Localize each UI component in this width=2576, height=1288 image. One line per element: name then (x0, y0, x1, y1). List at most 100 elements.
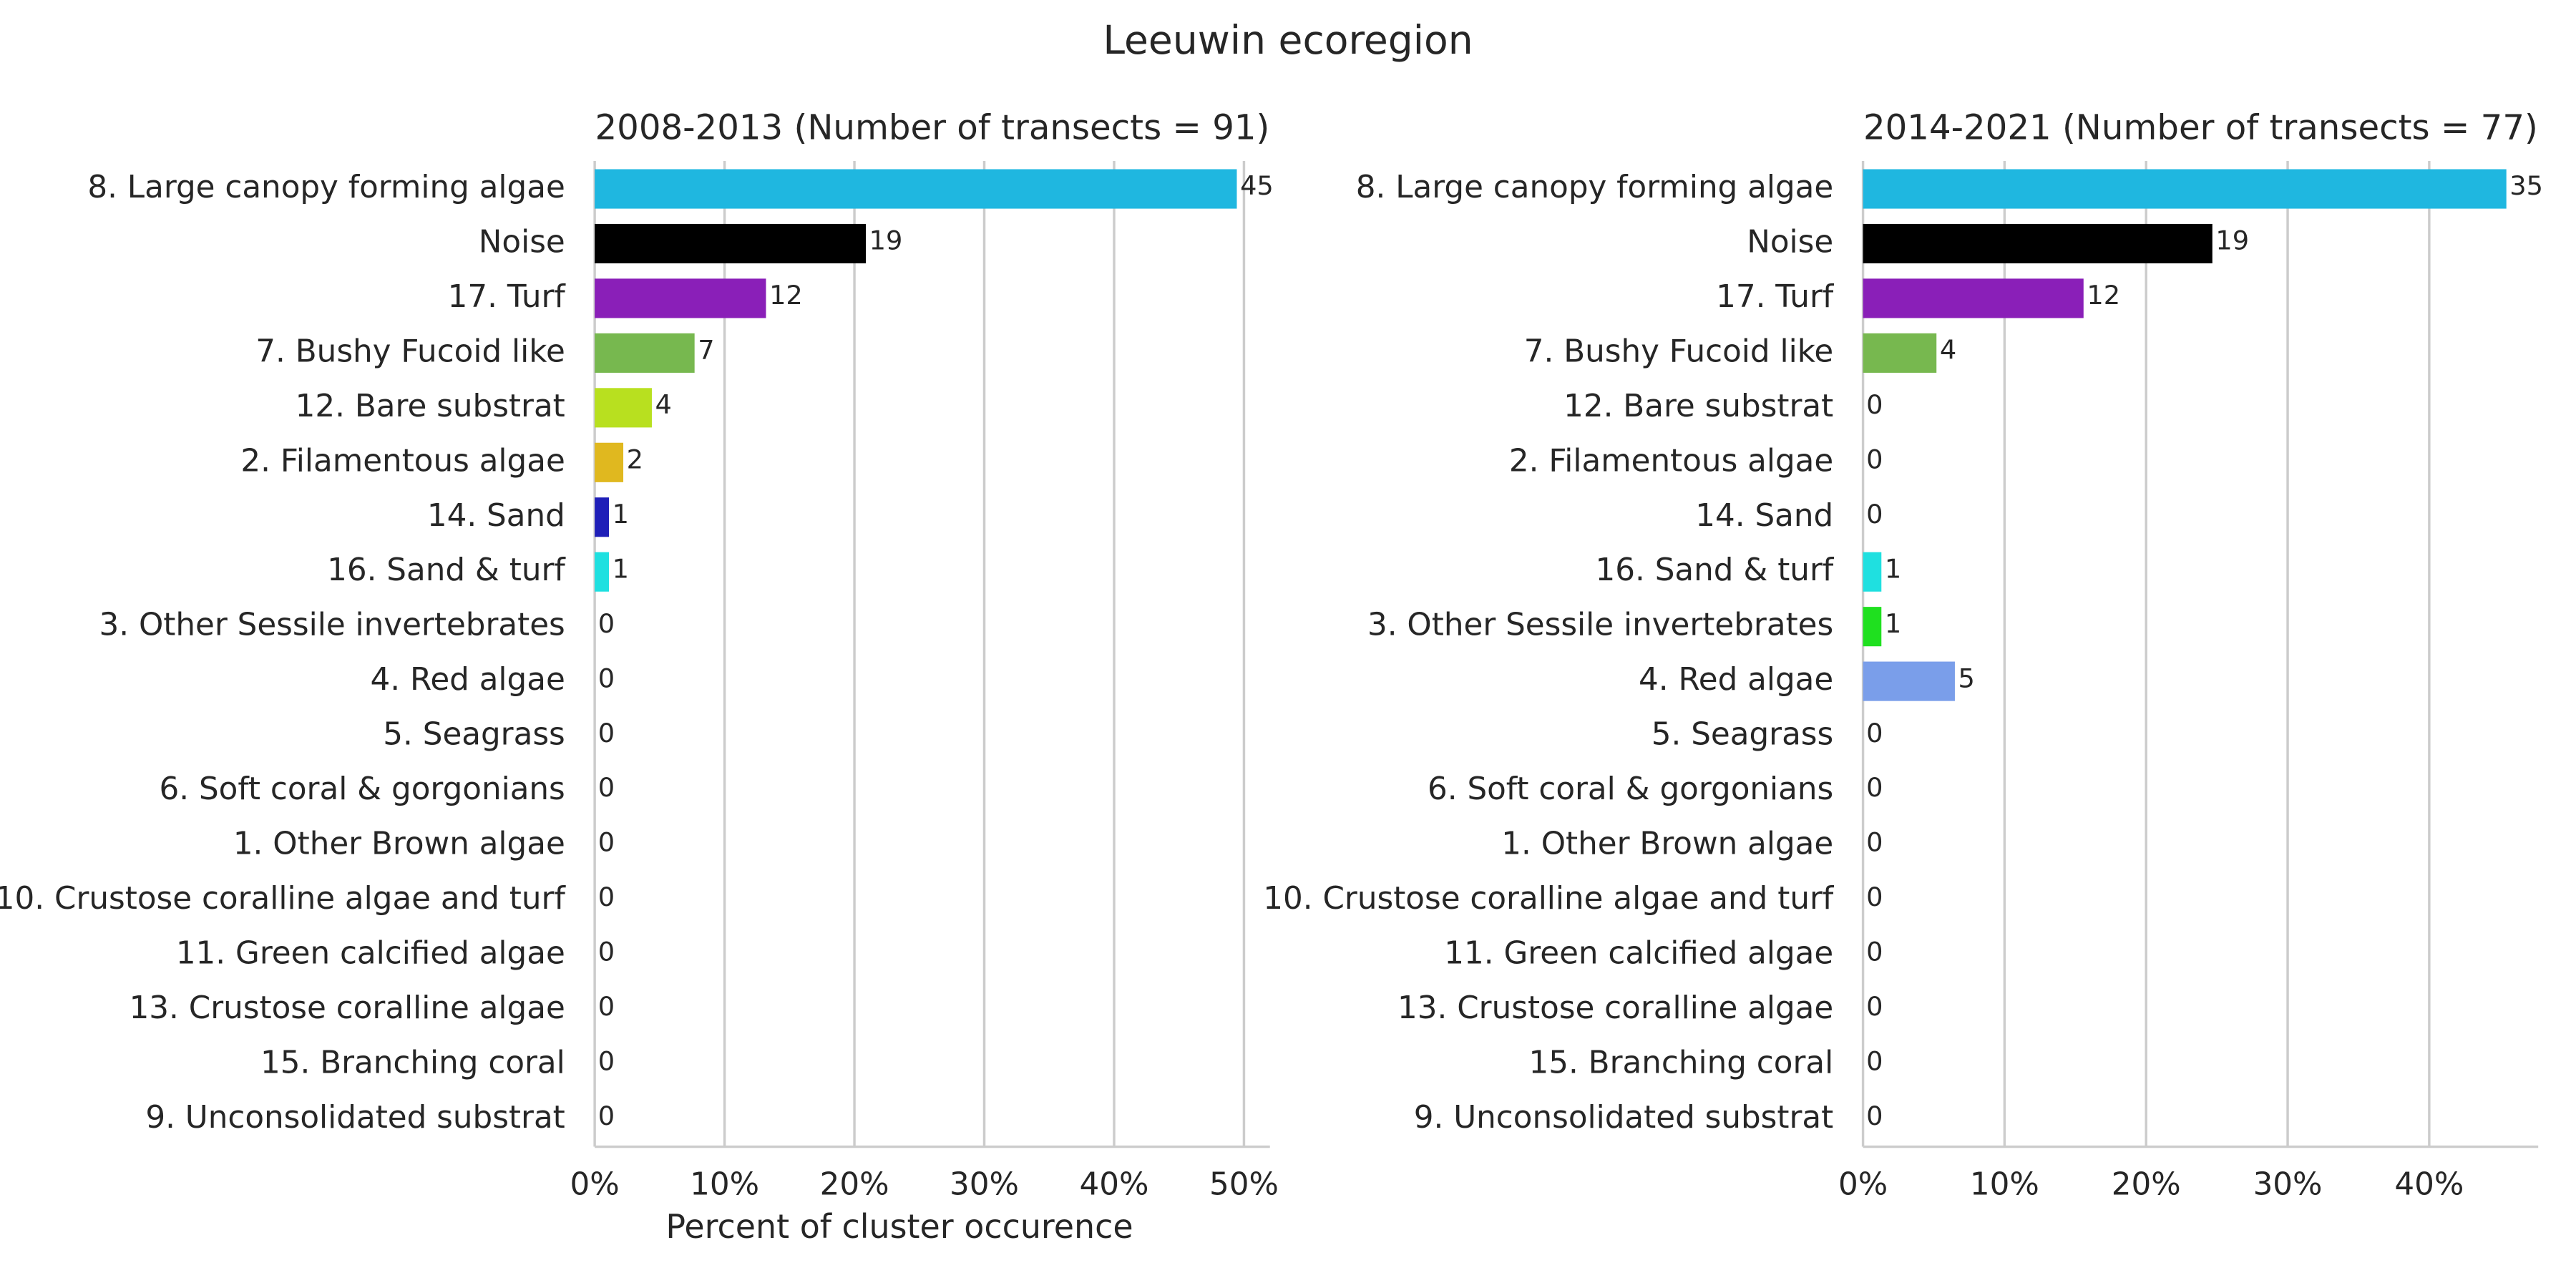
x-tick-label: 20% (820, 1167, 889, 1203)
y-tick-label: 17. Turf (1716, 279, 1835, 315)
y-tick-label: 2. Filamentous algae (240, 443, 565, 479)
count-label: 1 (613, 499, 629, 530)
y-tick-label: 6. Soft coral & gorgonians (1428, 771, 1833, 807)
y-tick-label: 12. Bare substrat (1563, 389, 1833, 424)
y-tick-label: 4. Red algae (371, 662, 565, 698)
count-label: 0 (1866, 827, 1883, 858)
count-label: 1 (1885, 553, 1901, 584)
y-tick-label: 17. Turf (448, 279, 567, 315)
count-label: 0 (1866, 991, 1883, 1022)
figure-title: Leeuwin ecoregion (1103, 17, 1473, 63)
y-tick-label: 8. Large canopy forming algae (87, 170, 565, 205)
y-tick-label: 5. Seagrass (383, 717, 565, 753)
x-axis-label: Percent of cluster occurence (665, 1207, 1133, 1246)
y-tick-label: 7. Bushy Fucoid like (1524, 333, 1833, 369)
x-tick-label: 30% (2253, 1167, 2323, 1203)
y-tick-label: 1. Other Brown algae (1501, 826, 1833, 862)
panel-title: 2008-2013 (Number of transects = 91) (595, 107, 1269, 147)
y-tick-label: 11. Green calcified algae (1444, 935, 1833, 971)
bar (1863, 278, 2084, 318)
y-tick-label: 11. Green calcified algae (176, 935, 565, 971)
y-tick-label: 13. Crustose coralline algae (1397, 990, 1833, 1026)
count-label: 0 (598, 937, 615, 967)
y-tick-label: Noise (1747, 224, 1833, 260)
x-tick-label: 50% (1209, 1167, 1279, 1203)
bar (595, 442, 624, 482)
count-label: 0 (598, 1101, 615, 1131)
bar (595, 388, 652, 428)
bar (595, 278, 766, 318)
y-tick-label: 9. Unconsolidated substrat (145, 1100, 565, 1136)
x-tick-label: 40% (2394, 1167, 2464, 1203)
y-tick-label: 4. Red algae (1639, 662, 1833, 698)
y-tick-label: 13. Crustose coralline algae (130, 990, 565, 1026)
y-tick-label: 16. Sand & turf (327, 552, 566, 588)
count-label: 0 (598, 827, 615, 858)
count-label: 4 (1940, 335, 1956, 366)
y-tick-label: 2. Filamentous algae (1509, 443, 1833, 479)
count-label: 0 (598, 991, 615, 1022)
bar (1863, 552, 1882, 592)
y-tick-label: 3. Other Sessile invertebrates (1367, 608, 1833, 643)
bar (1863, 661, 1955, 701)
count-label: 5 (1958, 663, 1975, 693)
x-tick-label: 10% (690, 1167, 759, 1203)
y-tick-label: 8. Large canopy forming algae (1356, 170, 1833, 205)
count-label: 0 (1866, 937, 1883, 967)
bar (1863, 169, 2507, 209)
y-tick-label: 10. Crustose coralline algae and turf (0, 881, 566, 917)
count-label: 0 (1866, 772, 1883, 803)
y-tick-label: 1. Other Brown algae (233, 826, 565, 862)
count-label: 0 (1866, 1101, 1883, 1131)
count-label: 19 (869, 225, 903, 256)
bar (1863, 333, 1937, 373)
count-label: 0 (598, 608, 615, 639)
count-label: 0 (1866, 1046, 1883, 1077)
y-tick-label: 16. Sand & turf (1596, 552, 1835, 588)
count-label: 1 (1885, 608, 1901, 639)
bar (595, 223, 867, 264)
bar (595, 497, 610, 537)
y-tick-label: 10. Crustose coralline algae and turf (1263, 881, 1835, 917)
y-tick-label: 7. Bushy Fucoid like (255, 333, 565, 369)
bar (595, 333, 695, 373)
count-label: 0 (1866, 389, 1883, 420)
count-label: 0 (598, 1046, 615, 1077)
x-tick-label: 0% (570, 1167, 620, 1203)
count-label: 12 (2087, 280, 2120, 311)
count-label: 0 (598, 772, 615, 803)
count-label: 2 (627, 444, 643, 475)
bar (1863, 223, 2212, 264)
count-label: 0 (598, 882, 615, 912)
count-label: 12 (769, 280, 803, 311)
x-tick-label: 0% (1838, 1167, 1888, 1203)
count-label: 1 (613, 553, 629, 584)
y-tick-label: 14. Sand (1695, 498, 1833, 534)
count-label: 19 (2215, 225, 2249, 256)
panel-title: 2014-2021 (Number of transects = 77) (1863, 107, 2538, 147)
y-tick-label: Noise (479, 224, 565, 260)
count-label: 0 (1866, 499, 1883, 530)
x-tick-label: 10% (1970, 1167, 2039, 1203)
bar (595, 169, 1237, 209)
y-tick-label: 15. Branching coral (260, 1045, 565, 1080)
count-label: 4 (655, 389, 672, 420)
count-label: 45 (1240, 170, 1274, 201)
x-tick-label: 30% (950, 1167, 1019, 1203)
count-label: 7 (698, 335, 714, 366)
bar (1863, 607, 1882, 647)
count-label: 0 (1866, 718, 1883, 748)
count-label: 0 (598, 718, 615, 748)
y-tick-label: 12. Bare substrat (296, 389, 565, 424)
y-tick-label: 3. Other Sessile invertebrates (99, 608, 565, 643)
count-label: 0 (1866, 882, 1883, 912)
y-tick-label: 14. Sand (427, 498, 565, 534)
y-tick-label: 15. Branching coral (1528, 1045, 1833, 1080)
y-tick-label: 6. Soft coral & gorgonians (160, 771, 565, 807)
bar (595, 552, 610, 592)
count-label: 35 (2509, 170, 2543, 201)
count-label: 0 (1866, 444, 1883, 475)
y-tick-label: 9. Unconsolidated substrat (1414, 1100, 1833, 1136)
